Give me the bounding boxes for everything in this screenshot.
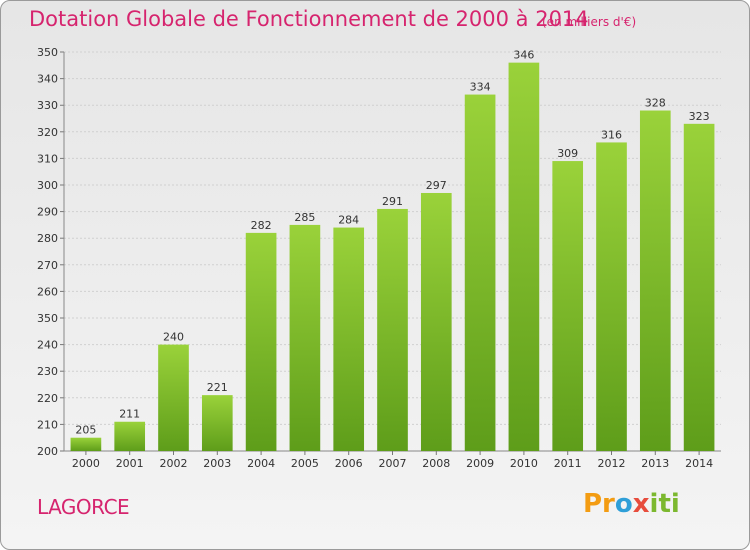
- bar-value-label: 285: [294, 211, 315, 224]
- bar-2004[interactable]: [245, 232, 277, 451]
- x-tick-label: 2005: [291, 457, 319, 470]
- y-tick-label: 240: [37, 339, 58, 352]
- y-tick-label: 330: [37, 99, 58, 112]
- x-tick-label: 2006: [335, 457, 363, 470]
- x-tick-label: 2004: [247, 457, 275, 470]
- x-tick-label: 2011: [554, 457, 582, 470]
- proxiti-logo[interactable]: Proxiti: [583, 489, 680, 519]
- bar-value-label: 284: [338, 214, 359, 227]
- chart-unit: (en milliers d'€): [542, 15, 637, 29]
- bar-2006[interactable]: [333, 227, 365, 451]
- x-tick-label: 2008: [422, 457, 450, 470]
- y-tick-label: 220: [37, 392, 58, 405]
- x-tick-label: 2009: [466, 457, 494, 470]
- bar-2011[interactable]: [552, 161, 584, 451]
- y-tick-label: 200: [37, 445, 58, 458]
- bar-value-label: 297: [426, 179, 447, 192]
- x-tick-label: 2003: [203, 457, 231, 470]
- y-tick-label: 350: [37, 46, 58, 59]
- x-tick-label: 2001: [116, 457, 144, 470]
- y-tick-label: 300: [37, 179, 58, 192]
- y-tick-label: 280: [37, 232, 58, 245]
- bar-value-label: 323: [689, 110, 710, 123]
- logo-part: o: [614, 489, 633, 519]
- bar-value-label: 334: [470, 81, 491, 94]
- y-tick-label: 340: [37, 73, 58, 86]
- bar-2002[interactable]: [158, 344, 189, 451]
- bar-value-label: 282: [251, 219, 272, 232]
- bar-2014[interactable]: [683, 123, 715, 451]
- bar-value-label: 328: [645, 97, 666, 110]
- x-tick-label: 2007: [379, 457, 407, 470]
- y-tick-label: 270: [37, 259, 58, 272]
- x-tick-label: 2002: [160, 457, 188, 470]
- y-tick-label: 230: [37, 365, 58, 378]
- bar-2003[interactable]: [201, 395, 233, 451]
- bar-value-label: 346: [513, 49, 534, 62]
- logo-part: iti: [649, 489, 680, 519]
- bar-value-label: 211: [119, 408, 140, 421]
- y-tick-label: 210: [37, 418, 58, 431]
- y-tick-label: 350: [37, 312, 58, 325]
- x-tick-label: 2014: [685, 457, 713, 470]
- chart-title: Dotation Globale de Fonctionnement de 20…: [29, 7, 589, 31]
- bar-2009[interactable]: [464, 94, 496, 451]
- bar-2008[interactable]: [420, 192, 452, 452]
- x-tick-label: 2010: [510, 457, 538, 470]
- x-tick-label: 2013: [641, 457, 669, 470]
- bar-value-label: 309: [557, 147, 578, 160]
- bar-value-label: 221: [207, 381, 228, 394]
- bar-value-label: 240: [163, 331, 184, 344]
- y-tick-label: 310: [37, 152, 58, 165]
- bar-value-label: 316: [601, 128, 622, 141]
- bar-2001[interactable]: [114, 421, 146, 451]
- bar-2010[interactable]: [508, 62, 540, 451]
- commune-name: LAGORCE: [37, 495, 130, 519]
- y-tick-label: 260: [37, 285, 58, 298]
- bar-value-label: 291: [382, 195, 403, 208]
- bar-2007[interactable]: [377, 208, 408, 451]
- bar-2000[interactable]: [70, 437, 102, 451]
- bar-2005[interactable]: [289, 224, 321, 451]
- y-tick-label: 290: [37, 206, 58, 219]
- bar-2012[interactable]: [596, 142, 627, 451]
- x-tick-label: 2012: [598, 457, 626, 470]
- logo-part: x: [632, 489, 650, 519]
- logo-part: Pr: [583, 489, 615, 519]
- bar-value-label: 205: [75, 424, 96, 437]
- bar-2013[interactable]: [639, 110, 671, 452]
- x-tick-label: 2000: [72, 457, 100, 470]
- y-tick-label: 320: [37, 126, 58, 139]
